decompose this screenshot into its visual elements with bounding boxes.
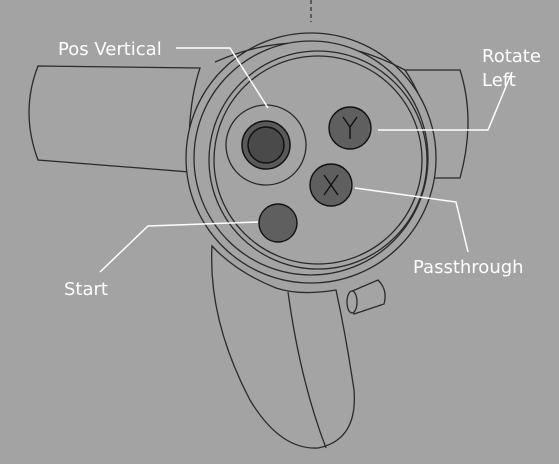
thumbstick (247, 126, 285, 164)
trigger (349, 279, 386, 315)
label-rotate-left-line1: Rotate (482, 46, 541, 67)
grip-seam (287, 291, 327, 449)
controller-grip (211, 244, 356, 449)
y-button-glyph (342, 116, 358, 139)
leader-start (99, 221, 259, 273)
leader-pos-vertical (176, 47, 269, 109)
trigger-tip (346, 290, 358, 314)
start-button (258, 203, 298, 243)
leader-rotate-left (378, 71, 513, 131)
x-button-glyph (323, 174, 339, 196)
label-rotate-left-line2: Left (482, 70, 516, 91)
label-pos-vertical: Pos Vertical (58, 39, 162, 60)
left-wing (28, 65, 201, 173)
label-start: Start (64, 279, 108, 300)
leader-passthrough (354, 187, 469, 253)
label-passthrough: Passthrough (413, 257, 524, 278)
